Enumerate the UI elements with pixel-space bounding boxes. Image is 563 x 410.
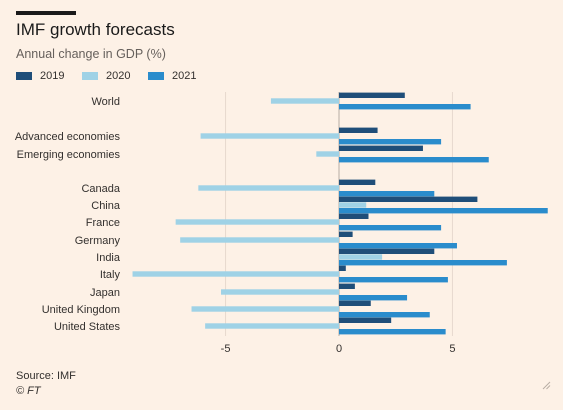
bar-2020-advanced-economies [200, 133, 339, 139]
bar-2021-advanced-economies [339, 139, 442, 145]
category-label: Germany [75, 235, 121, 247]
bar-2019-canada [339, 179, 376, 185]
header-accent-bar [16, 11, 76, 15]
bar-2020-japan [221, 289, 339, 295]
bar-2021-emerging-economies [339, 157, 489, 163]
bar-2019-italy [339, 265, 346, 271]
legend-label-2021: 2021 [172, 70, 197, 82]
category-label: United Kingdom [42, 304, 120, 316]
category-label: Advanced economies [15, 131, 121, 143]
category-label: China [91, 200, 121, 212]
x-tick-label: -5 [221, 343, 231, 355]
chart-subtitle: Annual change in GDP (%) [16, 47, 166, 61]
bar-2021-world [339, 104, 471, 110]
copyright-note: © FT [16, 385, 41, 397]
chart-title: IMF growth forecasts [16, 20, 175, 39]
legend-swatch-2021 [148, 72, 164, 80]
bar-2019-japan [339, 283, 355, 289]
bar-2020-united-states [205, 323, 339, 329]
category-label: World [91, 96, 120, 108]
bar-2021-india [339, 260, 507, 266]
resize-handle-icon [542, 381, 551, 390]
bar-2021-canada [339, 191, 435, 197]
legend-swatch-2019 [16, 72, 32, 80]
x-tick-label: 0 [336, 343, 342, 355]
bar-2020-india [339, 254, 383, 260]
bar-2019-united-kingdom [339, 300, 371, 306]
bar-2021-germany [339, 243, 457, 249]
source-note: Source: IMF [16, 370, 76, 382]
bar-2020-canada [198, 185, 339, 191]
bar-2021-france [339, 225, 442, 231]
bar-2019-advanced-economies [339, 127, 378, 133]
category-label: India [96, 252, 121, 264]
bar-2021-japan [339, 295, 408, 301]
category-label: Canada [81, 183, 120, 195]
bar-2020-united-kingdom [191, 306, 339, 312]
bar-2021-united-states [339, 329, 446, 335]
legend-swatch-2020 [82, 72, 98, 80]
legend-item-2021: 2021 [148, 70, 196, 82]
legend-label-2019: 2019 [40, 70, 65, 82]
bar-2019-united-states [339, 317, 392, 323]
bar-2019-world [339, 92, 405, 98]
bar-2020-germany [180, 237, 339, 243]
legend-item-2020: 2020 [82, 70, 130, 82]
legend-item-2019: 2019 [16, 70, 64, 82]
legend-label-2020: 2020 [106, 70, 131, 82]
category-label: Japan [90, 287, 120, 299]
x-tick-label: 5 [449, 343, 455, 355]
category-label: Emerging economies [17, 149, 121, 161]
bar-2019-emerging-economies [339, 145, 423, 151]
bar-2021-united-kingdom [339, 312, 430, 318]
bar-2021-china [339, 208, 548, 214]
bar-2019-india [339, 248, 435, 254]
bar-2021-italy [339, 277, 448, 283]
category-label: United States [54, 321, 121, 333]
category-label: France [86, 217, 120, 229]
bar-2019-france [339, 213, 369, 219]
bar-2020-emerging-economies [316, 151, 339, 157]
bar-2019-china [339, 196, 478, 202]
bar-2019-germany [339, 231, 353, 237]
bar-2020-china [339, 202, 367, 208]
bar-2020-italy [132, 271, 339, 277]
category-label: Italy [100, 269, 121, 281]
bar-2020-world [270, 98, 339, 104]
bar-2020-france [175, 219, 339, 225]
